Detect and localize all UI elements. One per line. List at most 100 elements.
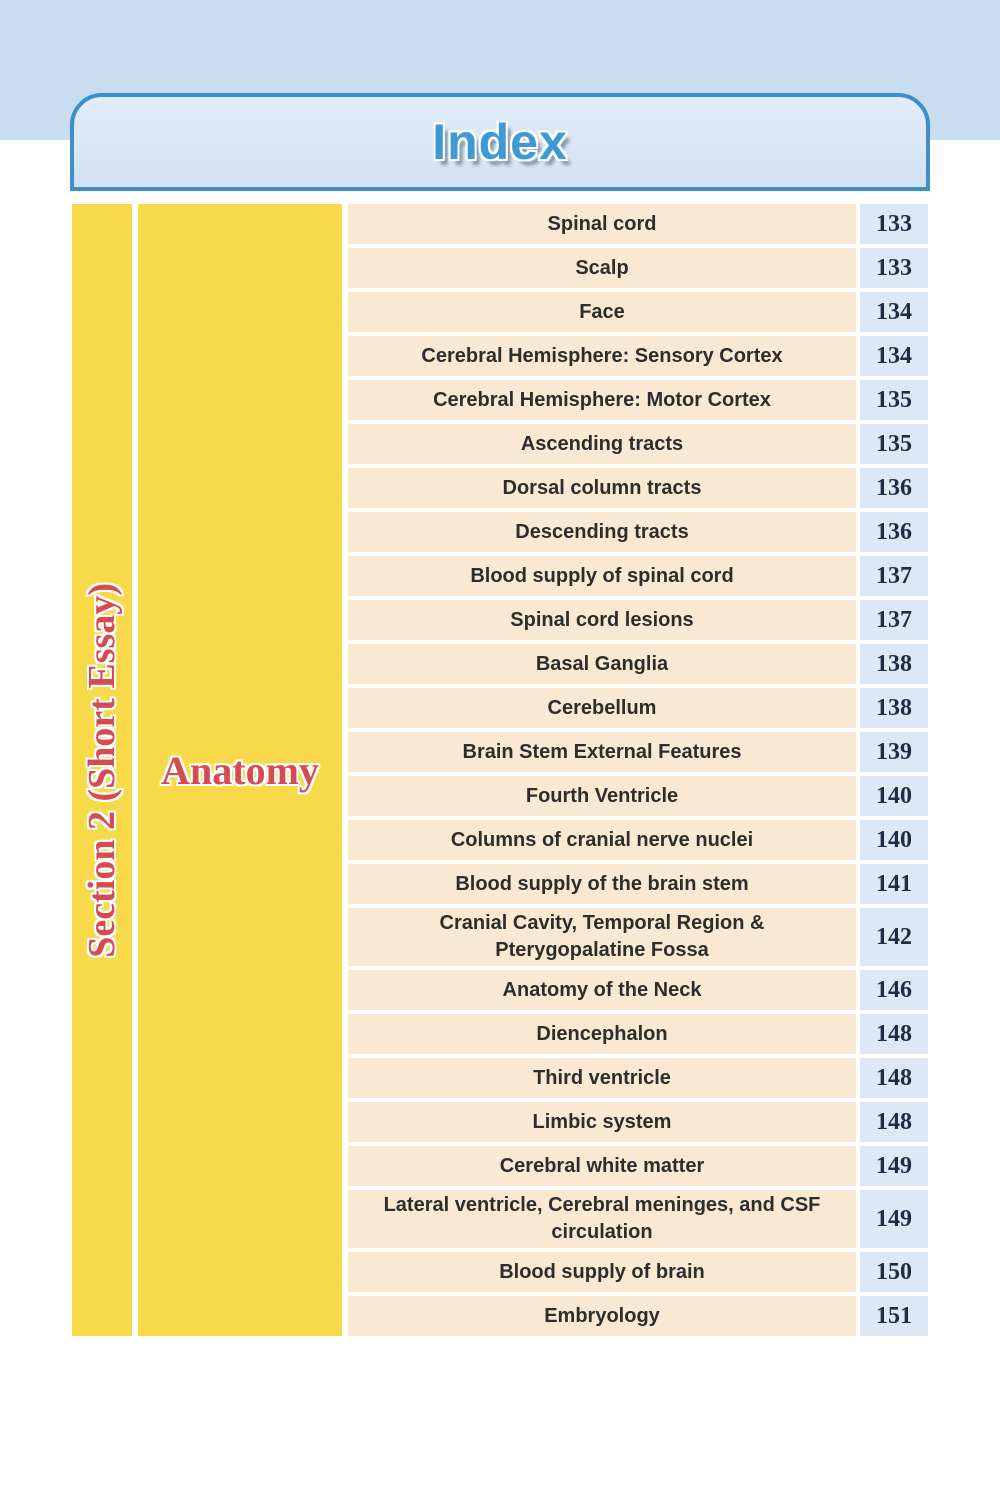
- index-row: Blood supply of spinal cord 137: [348, 556, 928, 596]
- topic-label: Anatomy of the Neck: [502, 978, 702, 1001]
- index-topic-cell: Dorsal column tracts: [348, 468, 856, 508]
- page-number: 151: [860, 1296, 928, 1336]
- topic-label: Face: [579, 300, 625, 323]
- index-row: Embryology 151: [348, 1296, 928, 1336]
- page-number: 150: [860, 1252, 928, 1292]
- topic-label: Blood supply of brain: [499, 1260, 705, 1283]
- index-row: Dorsal column tracts 136: [348, 468, 928, 508]
- page-number: 133: [860, 248, 928, 288]
- page-title: Index: [432, 114, 568, 170]
- topic-label: Cranial Cavity, Temporal Region & Pteryg…: [439, 912, 765, 961]
- index-topic-cell: Fourth Ventricle: [348, 776, 856, 816]
- topic-label: Limbic system: [532, 1110, 672, 1133]
- index-topic-cell: Anatomy of the Neck: [348, 970, 856, 1010]
- index-topic-cell: Basal Ganglia: [348, 644, 856, 684]
- index-topic-cell: Third ventricle: [348, 1058, 856, 1098]
- page-number: 135: [860, 380, 928, 420]
- index-topic-cell: Brain Stem External Features: [348, 732, 856, 772]
- index-row: Blood supply of brain 150: [348, 1252, 928, 1292]
- page-number: 137: [860, 556, 928, 596]
- index-row: Cerebral Hemisphere: Motor Cortex 135: [348, 380, 928, 420]
- index-topic-cell: Blood supply of the brain stem: [348, 864, 856, 904]
- index-topic-cell: Diencephalon: [348, 1014, 856, 1054]
- topic-label: Blood supply of the brain stem: [455, 872, 749, 895]
- index-row: Face 134: [348, 292, 928, 332]
- page-number: 142: [860, 908, 928, 966]
- index-topic-cell: Spinal cord: [348, 204, 856, 244]
- index-topic-cell: Face: [348, 292, 856, 332]
- index-row: Descending tracts 136: [348, 512, 928, 552]
- topic-label: Third ventricle: [533, 1066, 671, 1089]
- index-row: Anatomy of the Neck 146: [348, 970, 928, 1010]
- page-number: 138: [860, 688, 928, 728]
- index-topic-cell: Cerebral white matter: [348, 1146, 856, 1186]
- topic-label: Cerebral white matter: [499, 1154, 705, 1177]
- page-number: 149: [860, 1190, 928, 1248]
- index-topic-cell: Cerebral Hemisphere: Sensory Cortex: [348, 336, 856, 376]
- topic-label: Cerebral Hemisphere: Motor Cortex: [433, 388, 771, 411]
- index-row: Basal Ganglia 138: [348, 644, 928, 684]
- index-row: Cerebral white matter 149: [348, 1146, 928, 1186]
- page-number: 140: [860, 820, 928, 860]
- topic-label: Dorsal column tracts: [502, 476, 702, 499]
- topic-label: Spinal cord lesions: [510, 608, 694, 631]
- page-number: 139: [860, 732, 928, 772]
- page-number: 146: [860, 970, 928, 1010]
- category-column: Anatomy: [138, 204, 342, 1336]
- page-number: 148: [860, 1058, 928, 1098]
- index-topic-cell: Ascending tracts: [348, 424, 856, 464]
- topic-label: Fourth Ventricle: [525, 784, 679, 807]
- index-topic-cell: Lateral ventricle, Cerebral meninges, an…: [348, 1190, 856, 1248]
- page-number: 149: [860, 1146, 928, 1186]
- index-topic-cell: Scalp: [348, 248, 856, 288]
- index-topic-cell: Blood supply of spinal cord: [348, 556, 856, 596]
- index-topic-cell: Blood supply of brain: [348, 1252, 856, 1292]
- index-row: Third ventricle 148: [348, 1058, 928, 1098]
- index-topic-cell: Descending tracts: [348, 512, 856, 552]
- index-row: Columns of cranial nerve nuclei 140: [348, 820, 928, 860]
- topic-label: Columns of cranial nerve nuclei: [450, 828, 754, 851]
- category-label: Anatomy: [161, 747, 319, 793]
- index-row: Fourth Ventricle 140: [348, 776, 928, 816]
- index-header: Index: [70, 93, 930, 191]
- topic-label: Brain Stem External Features: [462, 740, 742, 763]
- page-number: 141: [860, 864, 928, 904]
- topic-label: Diencephalon: [536, 1022, 668, 1045]
- page-number: 140: [860, 776, 928, 816]
- index-topic-cell: Spinal cord lesions: [348, 600, 856, 640]
- index-row: Cranial Cavity, Temporal Region & Pteryg…: [348, 908, 928, 966]
- index-topic-cell: Cerebral Hemisphere: Motor Cortex: [348, 380, 856, 420]
- topic-label: Scalp: [575, 256, 629, 279]
- index-table: Section 2 (Short Essay) Anatomy Spinal c…: [72, 204, 928, 1336]
- page-number: 148: [860, 1102, 928, 1142]
- topic-label: Cerebellum: [547, 696, 657, 719]
- page-number: 136: [860, 468, 928, 508]
- index-row: Spinal cord 133: [348, 204, 928, 244]
- topic-label: Spinal cord: [547, 212, 657, 235]
- section-bar: Section 2 (Short Essay): [72, 204, 132, 1336]
- topic-label: Blood supply of spinal cord: [470, 564, 734, 587]
- index-rows: Spinal cord 133 Scalp 133 Face 134 Cereb…: [348, 204, 928, 1336]
- index-topic-cell: Limbic system: [348, 1102, 856, 1142]
- page-number: 134: [860, 336, 928, 376]
- index-topic-cell: Columns of cranial nerve nuclei: [348, 820, 856, 860]
- page-number: 134: [860, 292, 928, 332]
- page-number: 138: [860, 644, 928, 684]
- index-row: Scalp 133: [348, 248, 928, 288]
- topic-label: Cerebral Hemisphere: Sensory Cortex: [421, 344, 783, 367]
- topic-label: Embryology: [544, 1304, 660, 1327]
- page-number: 135: [860, 424, 928, 464]
- index-row: Lateral ventricle, Cerebral meninges, an…: [348, 1190, 928, 1248]
- index-row: Cerebellum 138: [348, 688, 928, 728]
- index-topic-cell: Cranial Cavity, Temporal Region & Pteryg…: [348, 908, 856, 966]
- section-label: Section 2 (Short Essay): [81, 582, 123, 958]
- index-topic-cell: Cerebellum: [348, 688, 856, 728]
- topic-label: Ascending tracts: [520, 432, 684, 455]
- index-row: Ascending tracts 135: [348, 424, 928, 464]
- page-number: 148: [860, 1014, 928, 1054]
- index-row: Blood supply of the brain stem 141: [348, 864, 928, 904]
- index-row: Brain Stem External Features 139: [348, 732, 928, 772]
- topic-label: Basal Ganglia: [535, 652, 669, 675]
- index-row: Cerebral Hemisphere: Sensory Cortex 134: [348, 336, 928, 376]
